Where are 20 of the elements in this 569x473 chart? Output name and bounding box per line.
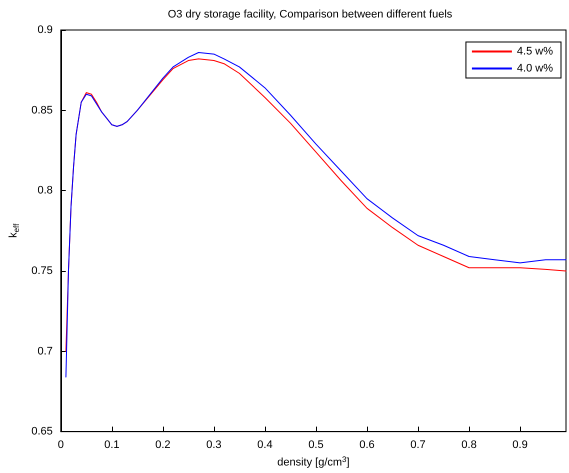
x-tick-label: 0.7	[410, 439, 426, 452]
y-axis-title: keff	[8, 222, 21, 238]
legend-label: 4.0 w%	[516, 62, 554, 74]
x-tick-label: 0.6	[359, 439, 375, 452]
y-tick-label: 0.85	[31, 104, 53, 116]
x-tick-label: 0.9	[512, 439, 528, 452]
x-tick-label: 0.5	[308, 439, 324, 452]
x-tick-label: 0	[58, 439, 64, 452]
legend-label: 4.5 w%	[516, 46, 554, 58]
x-tick-label: 0.1	[104, 439, 120, 452]
y-tick-label: 0.9	[38, 24, 53, 36]
chart-title: O3 dry storage facility, Comparison between different fuels	[168, 8, 453, 20]
y-tick-label: 0.65	[31, 426, 53, 438]
y-tick-label: 0.8	[38, 184, 53, 197]
y-tick-label: 0.75	[31, 264, 53, 277]
x-tick-label: 0.4	[257, 439, 273, 452]
x-tick-label: 0.8	[461, 439, 477, 452]
y-tick-label: 0.7	[38, 345, 53, 358]
x-tick-label: 0.2	[155, 439, 171, 452]
x-tick-label: 0.3	[206, 439, 222, 452]
